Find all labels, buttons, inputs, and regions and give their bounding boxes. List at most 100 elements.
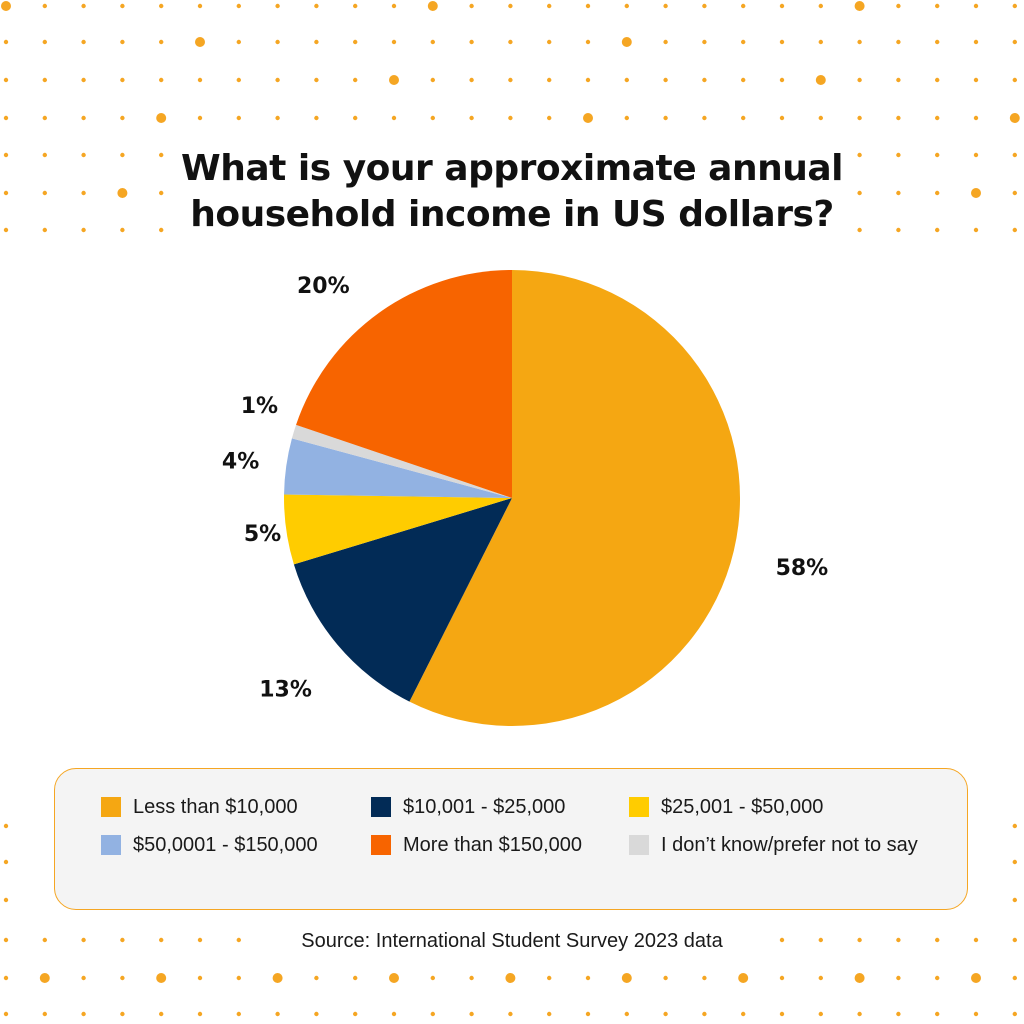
legend-item: $10,001 - $25,000 — [371, 793, 565, 821]
decorative-dot — [430, 115, 435, 121]
decorative-dot — [389, 973, 399, 983]
legend-swatch — [629, 835, 649, 855]
pie-slice — [284, 494, 512, 565]
decorative-dot — [818, 975, 823, 981]
decorative-dot — [120, 39, 125, 45]
decorative-dot — [741, 115, 746, 121]
decorative-dot — [275, 3, 280, 9]
decorative-dot — [120, 77, 125, 83]
decorative-dot — [197, 3, 203, 9]
decorative-dot — [469, 115, 474, 121]
decorative-dot — [120, 115, 125, 121]
decorative-dot — [3, 152, 9, 158]
decorative-dot — [314, 975, 319, 981]
decorative-dot — [702, 77, 707, 83]
decorative-dot — [508, 1011, 513, 1017]
decorative-dot — [1012, 859, 1017, 865]
legend-label: More than $150,000 — [403, 833, 583, 856]
decorative-dot — [621, 973, 632, 983]
decorative-dot — [197, 975, 203, 981]
decorative-dot — [621, 37, 632, 47]
decorative-dot — [779, 1011, 785, 1017]
legend-item: I don’t know/prefer not to say — [629, 831, 918, 859]
decorative-dot — [663, 975, 668, 981]
decorative-dot — [353, 975, 358, 981]
decorative-dot — [702, 975, 707, 981]
decorative-dot — [42, 227, 47, 233]
decorative-dot — [973, 115, 979, 121]
decorative-dot — [469, 77, 474, 83]
decorative-dot — [159, 937, 164, 943]
decorative-dot — [896, 227, 901, 233]
decorative-dot — [469, 39, 474, 45]
decorative-dot — [42, 937, 47, 943]
decorative-dot — [935, 1011, 940, 1017]
decorative-dot — [585, 975, 591, 981]
decorative-dot — [120, 937, 125, 943]
decorative-dot — [1012, 823, 1017, 829]
decorative-dot — [197, 937, 203, 943]
decorative-dot — [973, 937, 979, 943]
decorative-dot — [741, 3, 746, 9]
decorative-dot — [971, 188, 981, 198]
decorative-dot — [1012, 3, 1017, 9]
decorative-dot — [702, 1011, 707, 1017]
decorative-dot — [973, 77, 979, 83]
decorative-dot — [81, 152, 86, 158]
decorative-dot — [1012, 897, 1017, 903]
legend-item: More than $150,000 — [371, 831, 582, 859]
decorative-dot — [353, 115, 358, 121]
decorative-dot — [973, 3, 979, 9]
decorative-dot — [42, 39, 47, 45]
legend-swatch — [371, 835, 391, 855]
decorative-dot — [81, 77, 86, 83]
decorative-dot — [81, 937, 86, 943]
decorative-dot — [159, 39, 164, 45]
decorative-dot — [430, 1011, 435, 1017]
decorative-dot — [583, 113, 593, 123]
slice-percent-label: 5% — [244, 522, 281, 547]
decorative-dot — [547, 115, 552, 121]
decorative-dot — [896, 937, 901, 943]
decorative-dot — [508, 39, 513, 45]
chart-title: What is your approximate annual househol… — [112, 146, 912, 238]
decorative-dot — [818, 39, 823, 45]
decorative-dot — [896, 975, 901, 981]
decorative-dot — [156, 973, 167, 983]
decorative-dot — [42, 77, 47, 83]
decorative-dot — [547, 975, 552, 981]
decorative-dot — [81, 975, 86, 981]
decorative-dot — [935, 115, 940, 121]
decorative-dot — [935, 975, 940, 981]
decorative-dot — [815, 75, 826, 85]
decorative-dot — [741, 1011, 746, 1017]
slice-percent-label: 58% — [776, 556, 829, 581]
decorative-dot — [159, 227, 164, 233]
decorative-dot — [427, 1, 438, 11]
decorative-dot — [896, 39, 901, 45]
chart-legend: Less than $10,000 $10,001 - $25,000 $25,00… — [54, 768, 968, 910]
decorative-dot — [391, 39, 397, 45]
decorative-dot — [779, 3, 785, 9]
decorative-dot — [738, 973, 749, 983]
decorative-dot — [81, 3, 86, 9]
decorative-dot — [236, 3, 241, 9]
decorative-dot — [275, 1011, 280, 1017]
decorative-dot — [159, 3, 164, 9]
decorative-dot — [3, 190, 9, 196]
decorative-dot — [973, 152, 979, 158]
decorative-dot — [1012, 227, 1017, 233]
decorative-dot — [42, 115, 47, 121]
decorative-dot — [935, 39, 940, 45]
decorative-dot — [663, 115, 668, 121]
pie-slice — [296, 270, 512, 498]
slice-percent-label: 4% — [222, 450, 259, 475]
decorative-dot — [508, 77, 513, 83]
decorative-dot — [353, 1011, 358, 1017]
decorative-dot — [741, 77, 746, 83]
legend-swatch — [371, 797, 391, 817]
decorative-dot — [585, 1011, 591, 1017]
decorative-dot — [42, 1011, 47, 1017]
decorative-dot — [702, 39, 707, 45]
